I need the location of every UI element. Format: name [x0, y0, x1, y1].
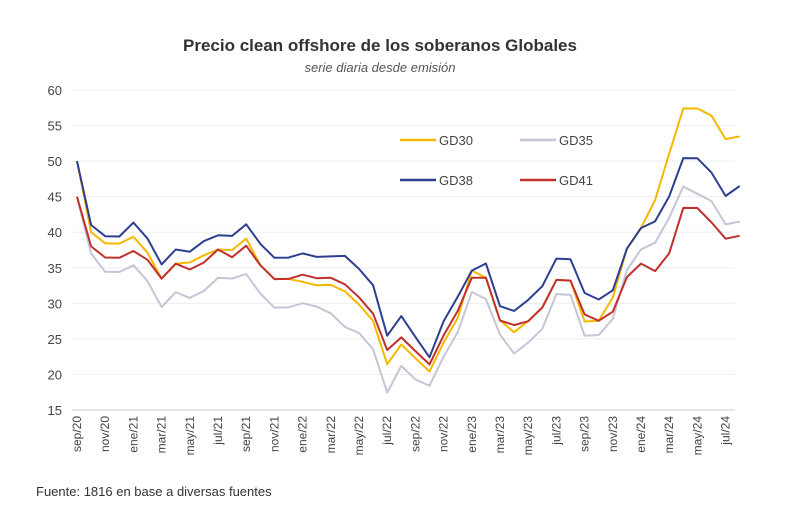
y-tick-label: 25: [48, 332, 62, 347]
legend-label: GD30: [439, 133, 473, 148]
x-tick-label: mar/21: [155, 416, 169, 454]
source-note: Fuente: 1816 en base a diversas fuentes: [36, 484, 272, 499]
x-tick-label: nov/21: [267, 416, 281, 452]
y-tick-label: 60: [48, 83, 62, 98]
x-tick-label: nov/22: [437, 416, 451, 452]
y-tick-label: 50: [48, 154, 62, 169]
x-tick-label: may/21: [183, 416, 197, 456]
x-tick-label: jul/23: [549, 416, 563, 446]
x-tick-label: jul/24: [719, 416, 733, 446]
x-tick-label: sep/21: [239, 416, 253, 452]
y-tick-label: 55: [48, 119, 62, 134]
series-line-gd38: [76, 157, 741, 359]
chart-subtitle: serie diaria desde emisión: [304, 60, 456, 75]
y-tick-label: 45: [48, 190, 62, 205]
x-tick-label: ene/21: [126, 416, 140, 453]
x-tick-label: jul/21: [211, 416, 225, 446]
x-tick-label: sep/22: [408, 416, 422, 452]
x-tick-label: may/24: [690, 416, 704, 456]
x-tick-label: mar/24: [662, 416, 676, 454]
y-tick-label: 30: [48, 296, 62, 311]
legend-label: GD38: [439, 173, 473, 188]
series-line-gd35: [76, 185, 740, 394]
x-tick-label: sep/20: [70, 416, 84, 452]
series-line-gd30: [76, 107, 740, 373]
y-tick-label: 20: [48, 367, 62, 382]
x-tick-label: ene/22: [296, 416, 310, 453]
series-line-gd41: [76, 196, 740, 366]
x-tick-label: jul/22: [380, 416, 394, 446]
x-tick-label: mar/23: [493, 416, 507, 454]
legend-label: GD35: [559, 133, 593, 148]
x-tick-label: sep/23: [578, 416, 592, 452]
x-tick-label: mar/22: [324, 416, 338, 454]
y-tick-label: 15: [48, 403, 62, 418]
x-tick-label: ene/23: [465, 416, 479, 453]
chart-title: Precio clean offshore de los soberanos G…: [183, 36, 577, 55]
x-tick-label: nov/20: [98, 416, 112, 452]
x-tick-label: ene/24: [634, 416, 648, 453]
x-tick-label: may/22: [352, 416, 366, 456]
y-tick-label: 40: [48, 225, 62, 240]
x-tick-label: nov/23: [606, 416, 620, 452]
legend-label: GD41: [559, 173, 593, 188]
x-tick-label: may/23: [521, 416, 535, 456]
y-tick-label: 35: [48, 261, 62, 276]
